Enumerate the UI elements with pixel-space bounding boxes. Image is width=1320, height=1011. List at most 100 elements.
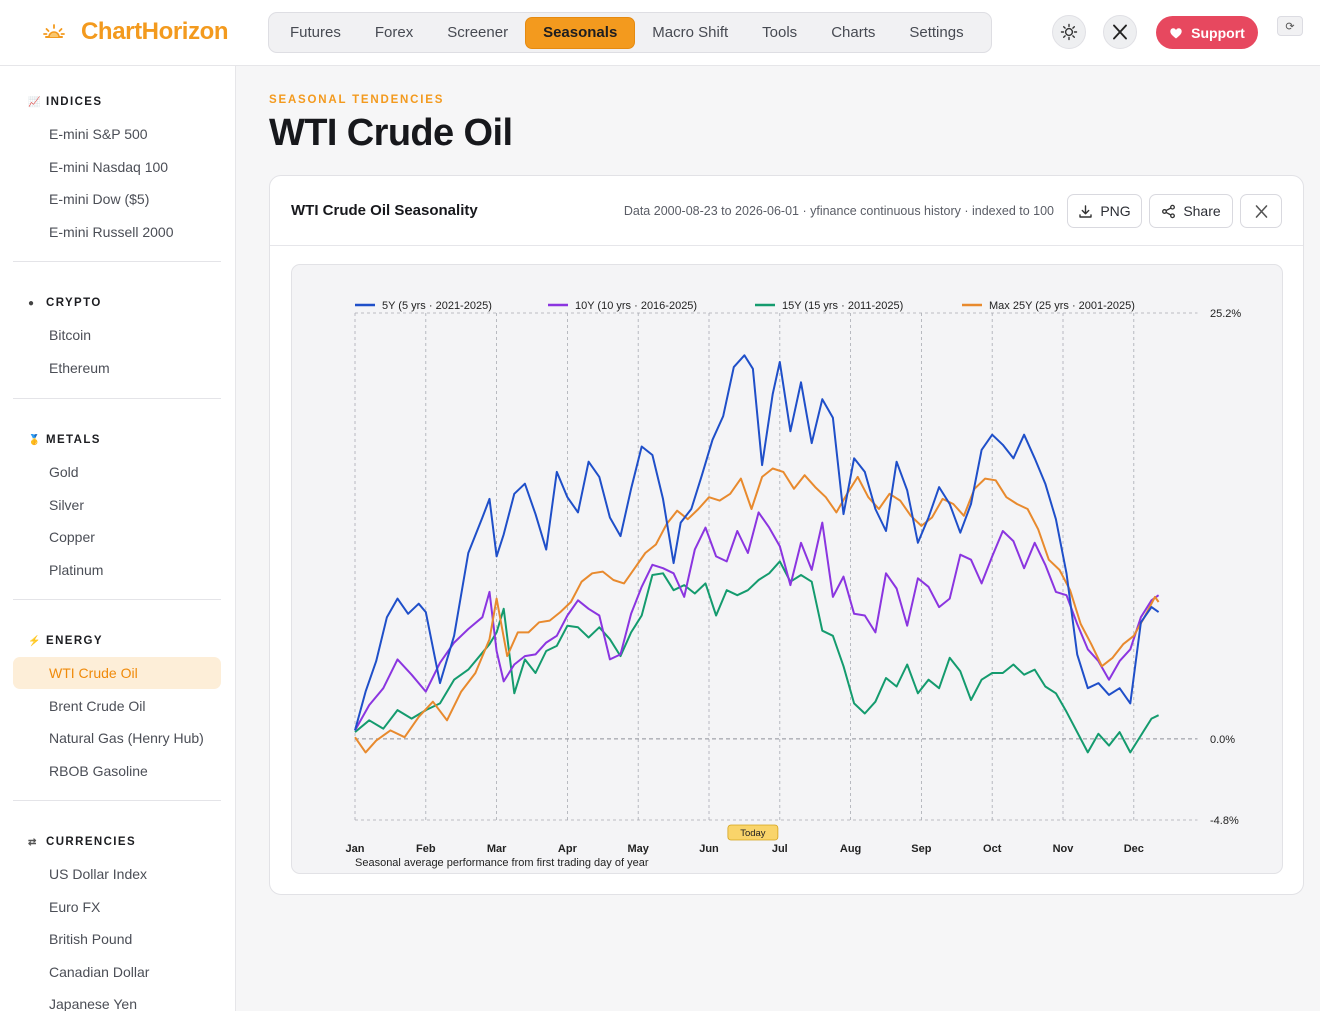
sidebar-item-canadian-dollar[interactable]: Canadian Dollar xyxy=(49,963,150,980)
support-button[interactable]: Support xyxy=(1156,16,1258,49)
sunrise-icon xyxy=(43,24,65,38)
share-button[interactable]: Share xyxy=(1149,194,1233,228)
legend-label: 15Y (15 yrs · 2011-2025) xyxy=(782,300,903,312)
download-icon xyxy=(1079,204,1093,218)
sidebar-item-us-dollar-index[interactable]: US Dollar Index xyxy=(49,866,148,882)
sidebar-item-wti-crude-oil[interactable]: WTI Crude Oil xyxy=(13,657,221,689)
nav-charts[interactable]: Charts xyxy=(831,24,876,41)
series-line-0 xyxy=(354,354,1160,731)
x-tick-label: May xyxy=(627,843,649,855)
x-tick-label: Sep xyxy=(911,843,931,855)
sidebar-item-e-mini-dow-5[interactable]: E-mini Dow ($5) xyxy=(49,191,150,207)
x-axis-caption: Seasonal average performance from first … xyxy=(355,857,649,869)
sidebar-item-gold[interactable]: Gold xyxy=(49,464,79,480)
sidebar-item-rbob-gasoline[interactable]: RBOB Gasoline xyxy=(49,762,148,779)
nav-futures[interactable]: Futures xyxy=(290,24,341,41)
sidebar-section-heading: 🥇 METALS xyxy=(13,430,221,450)
sidebar-item-british-pound[interactable]: British Pound xyxy=(49,931,133,947)
x-tick-label: Mar xyxy=(487,843,507,855)
x-share-button[interactable] xyxy=(1240,194,1282,228)
page-title: WTI Crude Oil xyxy=(269,112,513,154)
x-logo-icon xyxy=(1113,24,1127,40)
sidebar-section-crypto: ● CRYPTO xyxy=(13,293,221,313)
sidebar-section-heading: ⇄ CURRENCIES xyxy=(13,832,221,852)
card-title: WTI Crude Oil Seasonality xyxy=(291,202,478,219)
data-range-meta: Data 2000-08-23 to 2026-06-01 · yfinance… xyxy=(623,204,1054,218)
sidebar-item-silver[interactable]: Silver xyxy=(49,496,85,513)
currency-icon: ⇄ xyxy=(28,836,38,848)
nav-tools[interactable]: Tools xyxy=(762,24,798,41)
sidebar-divider xyxy=(13,599,221,600)
sidebar-section-title: METALS xyxy=(46,434,101,446)
x-tick-label: Apr xyxy=(558,843,578,855)
sidebar-section-title: CRYPTO xyxy=(46,297,102,309)
sidebar-section-heading: 📈 INDICES xyxy=(13,92,221,112)
x-tick-label: Dec xyxy=(1124,843,1144,855)
nav-macro-shift[interactable]: Macro Shift xyxy=(652,24,729,41)
chart-icon: 📈 xyxy=(28,96,42,108)
series-line-3 xyxy=(354,467,1160,754)
sidebar-item-e-mini-s-p-500[interactable]: E-mini S&P 500 xyxy=(49,126,148,142)
x-tick-label: Aug xyxy=(840,843,861,855)
today-badge xyxy=(727,824,779,841)
brand-logo[interactable]: ChartHorizon xyxy=(41,18,229,46)
nav-settings[interactable]: Settings xyxy=(909,24,964,41)
sidebar-section-currencies: ⇄ CURRENCIES xyxy=(13,832,221,852)
sun-icon xyxy=(1060,23,1078,41)
nav-screener[interactable]: Screener xyxy=(447,24,509,41)
sidebar-section-energy: ⚡ ENERGY xyxy=(13,631,221,651)
legend-label: Max 25Y (25 yrs · 2001-2025) xyxy=(989,300,1135,312)
sidebar-item-brent-crude-oil[interactable]: Brent Crude Oil xyxy=(49,697,146,714)
sidebar-item-ethereum[interactable]: Ethereum xyxy=(49,359,110,376)
chart-svg: 25.2% 0.0% -4.8% Jan Feb Mar Apr May Jun Jul Aug Se… xyxy=(346,300,1242,869)
today-label: Today xyxy=(740,828,766,839)
sidebar-item-e-mini-nasdaq-100[interactable]: E-mini Nasdaq 100 xyxy=(49,158,169,175)
png-download-button[interactable]: PNG xyxy=(1067,194,1142,228)
sidebar-section-title: CURRENCIES xyxy=(46,836,137,848)
x-tick-label: Jan xyxy=(346,843,365,855)
png-label: PNG xyxy=(1100,203,1131,219)
legend-label: 10Y (10 yrs · 2016-2025) xyxy=(575,300,697,312)
seasonality-card: WTI Crude Oil Seasonality Data 2000-08-2… xyxy=(269,175,1304,895)
sidebar-section-heading: ● CRYPTO xyxy=(13,293,221,313)
page-eyebrow: SEASONAL TENDENCIES xyxy=(269,94,445,106)
sidebar-section-title: INDICES xyxy=(46,96,103,108)
coin-icon: ● xyxy=(28,297,36,309)
bolt-icon: ⚡ xyxy=(28,635,42,647)
heart-icon xyxy=(1170,27,1182,38)
share-label: Share xyxy=(1183,203,1221,219)
sidebar-item-natural-gas-henry-hub[interactable]: Natural Gas (Henry Hub) xyxy=(49,730,204,746)
sidebar-item-japanese-yen[interactable]: Japanese Yen xyxy=(49,996,137,1011)
x-tick-label: Nov xyxy=(1053,843,1075,855)
sidebar-divider xyxy=(13,800,221,801)
sidebar-section-title: ENERGY xyxy=(46,635,103,647)
sidebar-item-copper[interactable]: Copper xyxy=(49,529,95,545)
sidebar-item-e-mini-russell-2000[interactable]: E-mini Russell 2000 xyxy=(49,223,174,240)
sidebar: 📈 INDICES E-mini S&P 500 E-mini Nasdaq 100 E… xyxy=(0,66,236,1011)
series-line-2 xyxy=(354,560,1160,754)
nav-forex[interactable]: Forex xyxy=(374,24,414,41)
theme-toggle-button[interactable] xyxy=(1052,15,1086,49)
sidebar-item-bitcoin[interactable]: Bitcoin xyxy=(49,327,92,343)
x-logo-icon xyxy=(1255,204,1267,218)
sidebar-section-heading: ⚡ ENERGY xyxy=(13,631,221,651)
y-tick-label: 0.0% xyxy=(1210,734,1235,746)
legend-label: 5Y (5 yrs · 2021-2025) xyxy=(382,300,492,312)
x-social-button[interactable] xyxy=(1103,15,1137,49)
medal-icon: 🥇 xyxy=(28,434,42,446)
share-icon xyxy=(1162,204,1176,218)
top-bar: ChartHorizon Futures Forex Screener Seasona… xyxy=(0,0,1320,66)
sidebar-item-euro-fx[interactable]: Euro FX xyxy=(49,898,101,915)
main-nav: Futures Forex Screener Seasonals Macro Shift… xyxy=(268,12,992,53)
refresh-button[interactable]: ⟳ xyxy=(1277,16,1303,36)
x-tick-label: Jul xyxy=(772,843,788,855)
sidebar-section-indices: 📈 INDICES xyxy=(13,92,221,112)
x-tick-label: Feb xyxy=(416,843,436,855)
sidebar-section-metals: 🥇 METALS xyxy=(13,430,221,450)
y-tick-label: 25.2% xyxy=(1210,308,1241,320)
sidebar-item-platinum[interactable]: Platinum xyxy=(49,561,104,578)
nav-seasonals[interactable]: Seasonals xyxy=(525,16,636,49)
support-label: Support xyxy=(1191,24,1245,41)
card-header: WTI Crude Oil Seasonality Data 2000-08-2… xyxy=(270,176,1303,246)
sidebar-divider xyxy=(13,261,221,262)
